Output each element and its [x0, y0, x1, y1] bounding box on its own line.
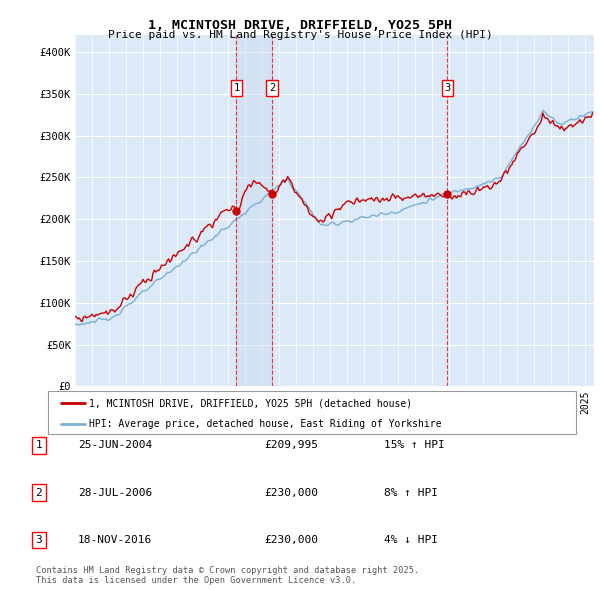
- Text: Contains HM Land Registry data © Crown copyright and database right 2025.
This d: Contains HM Land Registry data © Crown c…: [36, 566, 419, 585]
- Text: 1, MCINTOSH DRIVE, DRIFFIELD, YO25 5PH: 1, MCINTOSH DRIVE, DRIFFIELD, YO25 5PH: [148, 19, 452, 32]
- Text: £209,995: £209,995: [264, 441, 318, 450]
- Text: 4% ↓ HPI: 4% ↓ HPI: [384, 535, 438, 545]
- Text: 25-JUN-2004: 25-JUN-2004: [78, 441, 152, 450]
- Text: 2: 2: [269, 83, 275, 93]
- Text: HPI: Average price, detached house, East Riding of Yorkshire: HPI: Average price, detached house, East…: [89, 419, 442, 430]
- Text: 1: 1: [233, 83, 239, 93]
- Text: 1: 1: [35, 441, 43, 450]
- Text: 18-NOV-2016: 18-NOV-2016: [78, 535, 152, 545]
- Text: 28-JUL-2006: 28-JUL-2006: [78, 488, 152, 497]
- Text: £230,000: £230,000: [264, 488, 318, 497]
- Text: 1, MCINTOSH DRIVE, DRIFFIELD, YO25 5PH (detached house): 1, MCINTOSH DRIVE, DRIFFIELD, YO25 5PH (…: [89, 398, 412, 408]
- Text: 2: 2: [35, 488, 43, 497]
- Text: 3: 3: [35, 535, 43, 545]
- Text: 15% ↑ HPI: 15% ↑ HPI: [384, 441, 445, 450]
- Bar: [236, 35, 272, 386]
- Text: 3: 3: [444, 83, 451, 93]
- Text: 8% ↑ HPI: 8% ↑ HPI: [384, 488, 438, 497]
- Text: £230,000: £230,000: [264, 535, 318, 545]
- Text: Price paid vs. HM Land Registry's House Price Index (HPI): Price paid vs. HM Land Registry's House …: [107, 30, 493, 40]
